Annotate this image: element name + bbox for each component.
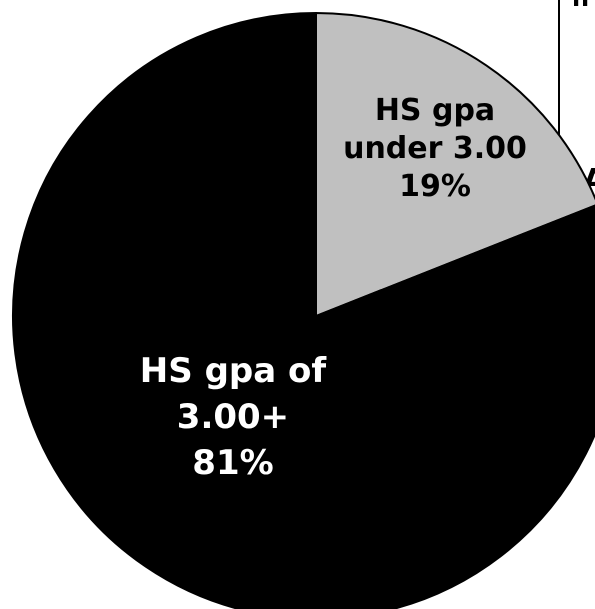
pie-slice-label-1-line-2: 81% <box>192 443 273 483</box>
pie-slice-label-1-line-0: HS gpa of <box>140 351 328 391</box>
overlay-panel-top-fragment: n <box>572 0 589 12</box>
pie-slice-0 <box>315 11 595 318</box>
pie-slice-label-0-line-0: HS gpa <box>375 93 495 128</box>
pie-slice-label-1: HS gpa of 3.00+ 81% <box>140 351 328 483</box>
pie-labels: HS gpa under 3.00 19% HS gpa of 3.00+ 81% <box>140 93 527 483</box>
pie-slice-1 <box>12 11 595 609</box>
pie-slices <box>12 11 595 609</box>
pie-slice-label-0-line-2: 19% <box>399 169 471 204</box>
pie-slice-label-0: HS gpa under 3.00 19% <box>343 93 527 204</box>
pie-slice-label-1-line-1: 3.00+ <box>177 397 289 437</box>
pie-slice-label-0-line-1: under 3.00 <box>343 131 527 166</box>
